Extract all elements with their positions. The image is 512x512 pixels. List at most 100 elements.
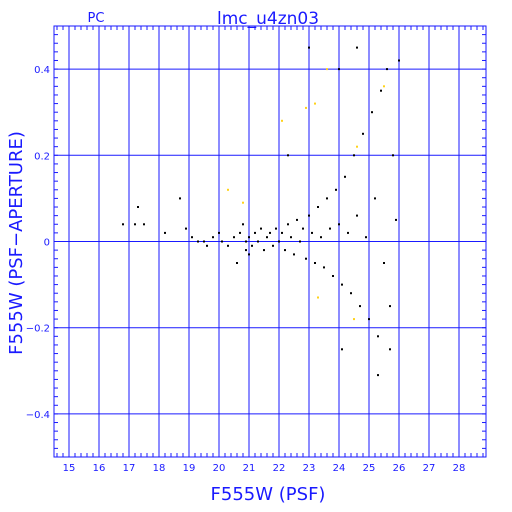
data-point: [329, 227, 331, 230]
data-point: [302, 227, 304, 230]
x-tick-label: 28: [453, 463, 466, 474]
data-point: [350, 292, 352, 295]
data-point: [296, 218, 298, 221]
data-point: [233, 236, 235, 239]
data-point: [392, 154, 394, 157]
corner-label: PC: [88, 11, 105, 26]
y-axis-label: F555W (PSF−APERTURE): [6, 131, 27, 355]
data-point: [320, 236, 322, 239]
data-point: [356, 46, 358, 49]
data-point: [179, 197, 181, 200]
data-point: [236, 262, 238, 264]
data-point: [371, 111, 373, 114]
flagged-point: [227, 188, 229, 191]
data-point: [389, 305, 391, 308]
data-point: [143, 223, 145, 226]
data-point: [359, 305, 361, 308]
x-tick-labels: 15 16 17 18 19 20 21 22 23 24 25 26 27 28: [63, 463, 466, 474]
data-point: [287, 154, 289, 157]
data-point: [380, 89, 382, 92]
data-point: [269, 231, 271, 234]
flagged-point: [356, 145, 358, 148]
data-point: [377, 335, 379, 338]
data-point: [389, 348, 391, 351]
data-point: [386, 68, 388, 71]
x-tick-label: 24: [333, 463, 346, 474]
y-tick-labels: −0.4 −0.2 0 0.2 0.4: [26, 65, 50, 421]
x-tick-label: 22: [273, 463, 286, 474]
data-point: [254, 231, 256, 234]
data-point: [248, 253, 250, 256]
data-point: [260, 227, 262, 230]
data-point: [251, 244, 253, 247]
flagged-point: [305, 106, 307, 109]
data-point: [263, 249, 265, 252]
flagged-point: [383, 85, 385, 88]
flagged-point: [317, 296, 319, 299]
data-point: [347, 231, 349, 234]
data-point: [278, 240, 280, 243]
data-point: [299, 240, 301, 243]
data-point: [245, 240, 247, 243]
flagged-point: [326, 68, 328, 71]
data-point: [248, 236, 250, 239]
chart-title: lmc_u4zn03: [217, 9, 319, 29]
x-axis-label: F555W (PSF): [211, 484, 326, 505]
data-point: [311, 231, 313, 234]
y-tick-label: 0.4: [34, 65, 50, 76]
data-point: [317, 206, 319, 208]
x-tick-label: 16: [93, 463, 106, 474]
x-tick-label: 21: [243, 463, 256, 474]
data-point: [338, 68, 340, 71]
data-point: [293, 253, 295, 256]
flagged-point: [242, 201, 244, 204]
data-point: [314, 262, 316, 264]
data-point: [290, 236, 292, 239]
data-point: [335, 188, 337, 191]
data-point: [218, 231, 220, 234]
data-point: [305, 257, 307, 260]
data-point: [374, 197, 376, 200]
data-point: [185, 227, 187, 230]
flagged-point: [281, 119, 283, 122]
data-point: [245, 249, 247, 252]
data-point: [272, 244, 274, 247]
data-point: [362, 132, 364, 135]
y-tick-label: −0.2: [26, 324, 50, 335]
data-point: [323, 266, 325, 269]
data-point: [356, 214, 358, 217]
data-point: [398, 59, 400, 62]
data-point: [368, 318, 370, 321]
data-point: [221, 240, 223, 243]
data-point: [122, 223, 124, 226]
data-point: [137, 206, 139, 208]
data-point: [332, 275, 334, 277]
data-point: [257, 240, 259, 243]
data-point: [134, 223, 136, 226]
data-point: [203, 240, 205, 243]
data-point: [284, 249, 286, 252]
flagged-point: [353, 318, 355, 321]
data-point: [281, 231, 283, 234]
data-point: [266, 236, 268, 239]
data-point: [242, 223, 244, 226]
x-tick-label: 26: [393, 463, 406, 474]
plot-frame: [53, 25, 487, 458]
x-tick-label: 23: [303, 463, 316, 474]
data-point: [206, 244, 208, 247]
y-tick-label: 0.2: [34, 151, 50, 162]
data-point: [377, 374, 379, 377]
data-point: [344, 175, 346, 178]
data-points: [122, 46, 400, 377]
data-point: [287, 223, 289, 226]
x-tick-label: 25: [363, 463, 376, 474]
data-point: [383, 262, 385, 264]
data-point: [227, 244, 229, 247]
x-tick-label: 19: [183, 463, 196, 474]
x-tick-label: 20: [213, 463, 226, 474]
data-point: [239, 231, 241, 234]
grid: [54, 25, 486, 458]
data-point: [395, 218, 397, 221]
